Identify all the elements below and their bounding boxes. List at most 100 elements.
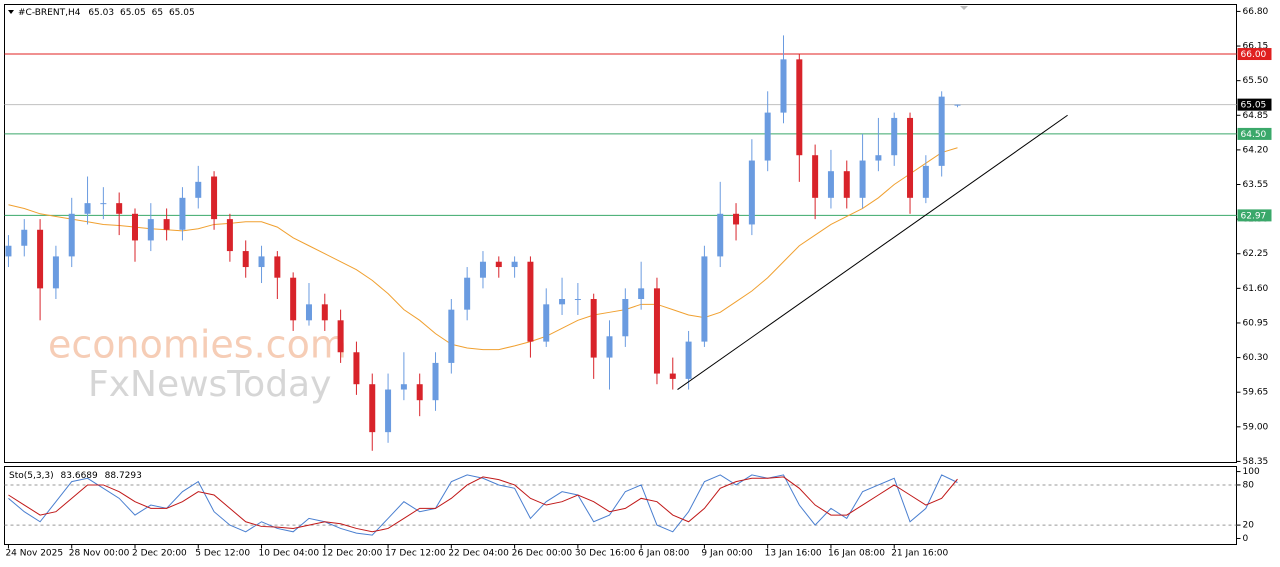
- x-tick-label: 30 Dec 16:00: [575, 549, 636, 559]
- x-tick-label: 21 Jan 16:00: [891, 549, 948, 559]
- candle-body: [353, 352, 360, 385]
- candle-body: [400, 384, 407, 390]
- indicator-value: 83.6689: [61, 471, 98, 481]
- y-tick-label: 20: [1243, 521, 1255, 531]
- x-tick-label: 22 Dec 04:00: [448, 549, 509, 559]
- candle-body: [432, 362, 439, 401]
- candle-body: [163, 219, 170, 230]
- candle-body: [859, 160, 866, 198]
- candle-body: [780, 59, 787, 113]
- y-tick-label: 63.55: [1243, 180, 1269, 190]
- candle-body: [52, 256, 59, 289]
- symbol: #C-BRENT,H4: [18, 8, 81, 18]
- candle-body: [748, 160, 755, 225]
- candle-body: [84, 203, 91, 214]
- y-tick-label: 65.50: [1243, 76, 1269, 86]
- candle-body: [147, 219, 154, 241]
- x-tick-label: 6 Jan 08:00: [638, 549, 690, 559]
- candle-body: [954, 104, 961, 106]
- candle-body: [875, 155, 882, 161]
- price-level-label: 65.05: [1241, 101, 1267, 111]
- candle-body: [764, 112, 771, 161]
- x-tick-label: 2 Dec 20:00: [132, 549, 187, 559]
- price-level-label: 62.97: [1241, 211, 1267, 221]
- y-tick-label: 58.35: [1243, 457, 1269, 467]
- price-level-tag: [1237, 98, 1272, 111]
- candle-body: [369, 384, 376, 433]
- y-tick-label: 61.60: [1243, 284, 1269, 294]
- x-tick-label: 28 Nov 00:00: [69, 549, 130, 559]
- candle-body: [733, 213, 740, 225]
- y-tick-label: 59.00: [1243, 422, 1269, 432]
- shift-marker: [960, 6, 968, 10]
- price-level-label: 66.00: [1241, 50, 1267, 60]
- candle-body: [258, 256, 265, 268]
- candle-body: [290, 277, 297, 321]
- indicator-value: 88.7293: [105, 471, 142, 481]
- candle-body: [68, 213, 75, 257]
- chart-header: #C-BRENT,H4 65.03 65.05 65 65.05: [18, 8, 195, 18]
- menu-marker: [8, 10, 14, 14]
- candle-body: [211, 176, 218, 220]
- price-level-tag: [1237, 127, 1272, 140]
- candle-body: [922, 165, 929, 198]
- stoch-line: [8, 476, 958, 533]
- ohlc-low: 65: [152, 8, 163, 18]
- candle-body: [669, 373, 676, 379]
- y-tick-label: 66.15: [1243, 42, 1269, 52]
- y-tick-label: 64.20: [1243, 145, 1269, 155]
- price-level-tag: [1237, 48, 1272, 61]
- price-level-label: 64.50: [1241, 130, 1267, 140]
- candle-body: [479, 261, 486, 278]
- watermark: economies.com: [48, 323, 347, 367]
- y-tick-label: 60.95: [1243, 318, 1269, 328]
- x-tick-label: 12 Dec 20:00: [322, 549, 383, 559]
- indicator-name: Sto(5,3,3): [9, 471, 54, 481]
- candle-body: [622, 299, 629, 337]
- candle-body: [464, 277, 471, 310]
- candle-body: [559, 299, 566, 305]
- candle-body: [717, 213, 724, 257]
- candle-body: [385, 389, 392, 433]
- candle-body: [337, 320, 344, 353]
- candle-body: [21, 229, 28, 246]
- candle-body: [574, 299, 581, 301]
- candle-body: [891, 117, 898, 156]
- candle-body: [448, 309, 455, 363]
- candle-body: [827, 171, 834, 198]
- ohlc-open: 65.03: [88, 8, 114, 18]
- candle-body: [701, 256, 708, 342]
- candle-body: [226, 219, 233, 252]
- candle-body: [511, 261, 518, 268]
- candle-body: [543, 304, 550, 342]
- x-tick-label: 10 Dec 04:00: [259, 549, 320, 559]
- x-tick-label: 16 Jan 08:00: [828, 549, 885, 559]
- candle-body: [5, 245, 12, 257]
- y-tick-label: 60.30: [1243, 353, 1269, 363]
- candle-body: [274, 256, 281, 278]
- x-tick-label: 17 Dec 12:00: [385, 549, 446, 559]
- candle-body: [653, 288, 660, 374]
- candle-body: [685, 341, 692, 379]
- candle-body: [131, 213, 138, 241]
- x-tick-label: 5 Dec 12:00: [195, 549, 250, 559]
- candle-body: [907, 117, 914, 198]
- x-tick-label: 13 Jan 16:00: [765, 549, 822, 559]
- candle-body: [812, 155, 819, 198]
- candle-body: [495, 261, 502, 268]
- ohlc-close: 65.05: [169, 8, 195, 18]
- candle-body: [527, 261, 534, 342]
- y-tick-label: 59.65: [1243, 388, 1269, 398]
- y-tick-label: 62.25: [1243, 249, 1269, 259]
- y-tick-label: 100: [1243, 467, 1260, 477]
- watermark: FxNewsToday: [88, 364, 331, 405]
- main-plot-frame: [4, 4, 1237, 463]
- candle-body: [843, 171, 850, 198]
- y-tick-label: 80: [1243, 480, 1255, 490]
- ohlc-high: 65.05: [120, 8, 146, 18]
- candle-body: [100, 203, 107, 205]
- candle-body: [116, 203, 123, 214]
- candle-body: [590, 299, 597, 358]
- candle-body: [321, 304, 328, 321]
